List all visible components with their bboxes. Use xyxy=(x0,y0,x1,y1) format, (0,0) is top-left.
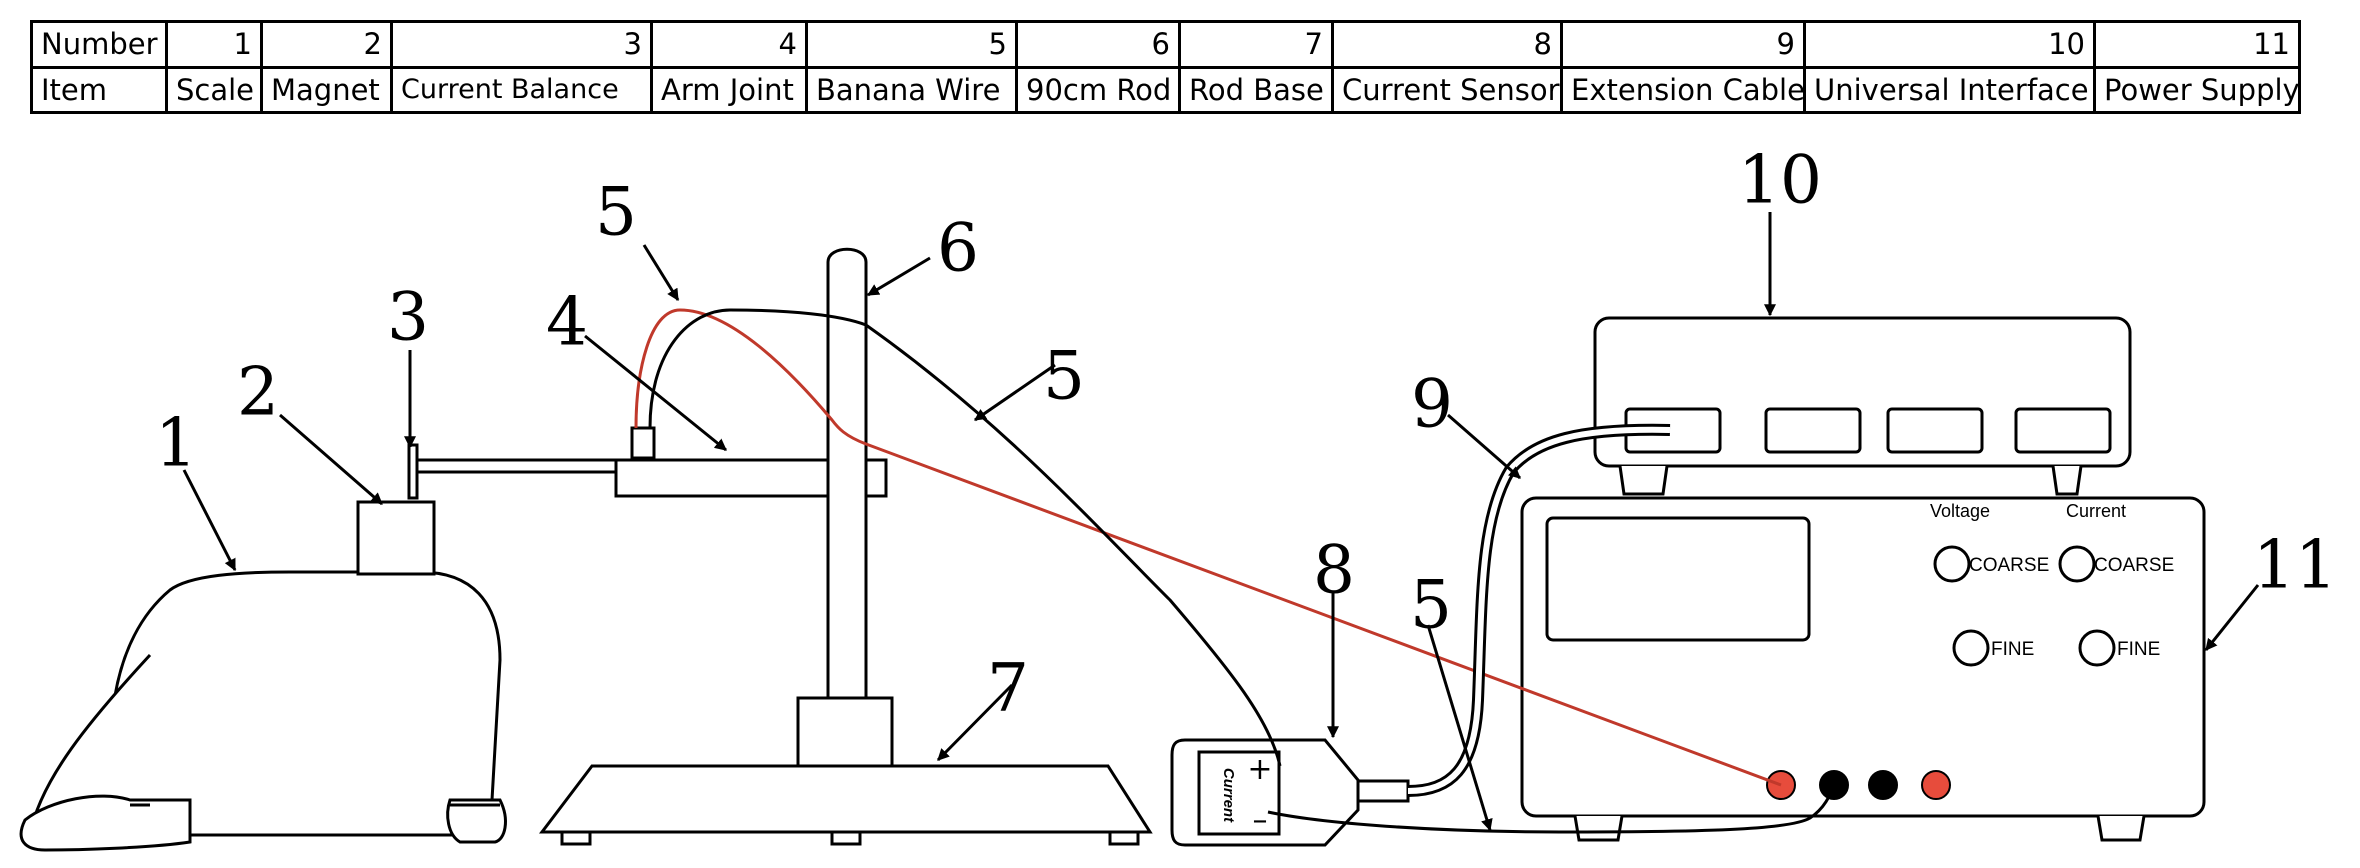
number-cell: 5 xyxy=(805,20,1018,69)
black-banana-wire xyxy=(648,308,1282,767)
number-cell: 8 xyxy=(1331,20,1563,69)
item-cell: Scale xyxy=(165,65,263,114)
red-banana-wire xyxy=(634,308,1782,787)
callout-arrows xyxy=(182,212,2260,832)
number-cell: 7 xyxy=(1178,20,1334,69)
apparatus-diagram: Voltage Current COARSE COARSE FINE FINE … xyxy=(19,142,2337,852)
item-cell: Current Balance xyxy=(390,65,653,114)
item-cell: Current Sensor xyxy=(1331,65,1563,114)
number-cell: 4 xyxy=(650,20,808,69)
item-cell: Arm Joint xyxy=(650,65,808,114)
coarse-current-label: COARSE xyxy=(2094,555,2174,576)
black-banana-wire-return xyxy=(1267,784,1836,834)
item-header: Item xyxy=(30,65,168,114)
item-cell: Extension Cable xyxy=(1560,65,1806,114)
item-cell: Magnet xyxy=(260,65,393,114)
rod-base xyxy=(538,696,1153,846)
current-sensor xyxy=(1170,738,1410,847)
item-cell: Rod Base xyxy=(1178,65,1334,114)
callout-wire-mid: 5 xyxy=(1043,338,1085,415)
fine-current-label: FINE xyxy=(2117,639,2160,660)
sensor-minus-label: – xyxy=(1253,803,1268,838)
number-cell: 2 xyxy=(260,20,393,69)
scale xyxy=(19,570,507,852)
parts-legend-table: Number 1 2 3 4 5 6 7 8 9 10 11 Item Scal… xyxy=(30,20,2301,114)
callout-current-sensor: 8 xyxy=(1313,532,1355,609)
number-header: Number xyxy=(30,20,168,69)
callout-arm-joint: 4 xyxy=(546,284,588,361)
number-cell: 6 xyxy=(1015,20,1181,69)
terminal-red-right[interactable] xyxy=(1921,770,1951,800)
terminal-black-right[interactable] xyxy=(1868,770,1898,800)
callout-scale: 1 xyxy=(155,405,197,482)
number-cell: 3 xyxy=(390,20,653,69)
magnet xyxy=(356,500,436,576)
number-cell: 1 xyxy=(165,20,263,69)
number-row: Number 1 2 3 4 5 6 7 8 9 10 11 xyxy=(30,20,2301,69)
voltage-label: Voltage xyxy=(1930,501,1990,521)
power-supply xyxy=(1520,496,2206,842)
callout-extension-cable: 9 xyxy=(1411,366,1453,443)
callout-universal-interface: 10 xyxy=(1738,142,1822,219)
current-label: Current xyxy=(2066,501,2126,521)
item-cell: 90cm Rod xyxy=(1015,65,1181,114)
number-cell: 11 xyxy=(2093,20,2301,69)
number-cell: 10 xyxy=(1803,20,2096,69)
sensor-name-label: Current xyxy=(1220,768,1237,823)
item-cell: Power Supply xyxy=(2093,65,2301,114)
callout-current-balance: 3 xyxy=(387,279,429,356)
item-cell: Universal Interface xyxy=(1803,65,2096,114)
extension-cable-core xyxy=(1407,426,1671,794)
number-cell: 9 xyxy=(1560,20,1806,69)
item-row: Item Scale Magnet Current Balance Arm Jo… xyxy=(30,65,2301,114)
callout-magnet: 2 xyxy=(237,354,279,431)
coarse-voltage-label: COARSE xyxy=(1969,555,2049,576)
universal-interface xyxy=(1593,316,2132,496)
fine-voltage-label: FINE xyxy=(1991,639,2034,660)
callout-wire-lower: 5 xyxy=(1410,567,1452,644)
callout-power-supply: 11 xyxy=(2253,527,2337,604)
callout-rod-base: 7 xyxy=(987,650,1029,727)
callout-wire-top: 5 xyxy=(595,174,637,251)
callout-rod: 6 xyxy=(937,210,979,287)
rod xyxy=(826,247,868,698)
item-cell: Banana Wire xyxy=(805,65,1018,114)
sensor-plus-label: + xyxy=(1247,752,1272,787)
